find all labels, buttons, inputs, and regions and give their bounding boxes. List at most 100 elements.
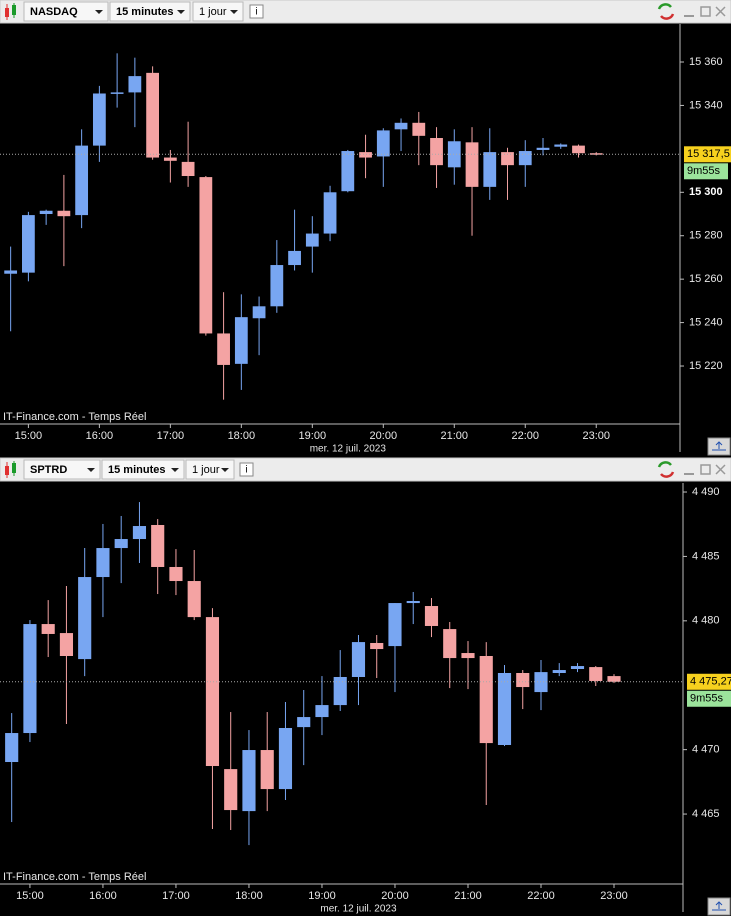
candle-body	[394, 122, 408, 130]
candle-body	[483, 152, 497, 187]
watermark: IT-Finance.com - Temps Réel	[3, 871, 146, 883]
candle-body	[169, 566, 183, 582]
layout-button-icon[interactable]	[712, 441, 726, 451]
refresh-icon[interactable]	[657, 461, 672, 468]
candle-body	[479, 655, 493, 744]
candle-body	[132, 526, 147, 540]
y-tick-label: 4 470	[692, 744, 720, 756]
candle-body	[341, 151, 355, 192]
interval-select: 15 minutes	[116, 6, 173, 18]
candle-body	[242, 750, 256, 812]
candle-body	[205, 617, 220, 767]
x-tick-label: 22:00	[511, 430, 539, 442]
candle-body	[376, 130, 390, 157]
candle-body	[589, 153, 603, 155]
candle-body	[305, 233, 319, 247]
candle-body	[146, 72, 159, 158]
candle-body	[359, 152, 372, 158]
refresh-icon-2[interactable]	[660, 471, 675, 478]
x-tick-label: 16:00	[86, 430, 114, 442]
symbol-select: NASDAQ	[30, 6, 78, 18]
candle-body	[187, 581, 201, 618]
candle-body	[554, 144, 568, 147]
candle-body	[57, 210, 71, 217]
candle-body	[351, 642, 366, 677]
symbol-select-arrow	[95, 10, 103, 14]
y-tick-label: 15 240	[689, 316, 723, 328]
layout-button-icon[interactable]	[712, 901, 726, 911]
x-tick-label: 18:00	[235, 890, 263, 902]
candle-body	[151, 524, 165, 567]
candle-body	[22, 215, 35, 273]
range-select-box[interactable]	[185, 459, 235, 480]
candle-body	[199, 177, 213, 334]
candle-body	[406, 600, 420, 604]
x-tick-label: 22:00	[527, 890, 555, 902]
interval-select-box[interactable]	[109, 1, 191, 22]
y-tick-label: 15 360	[689, 56, 723, 68]
last-price-label: 15 317,5	[687, 148, 730, 160]
candle-body	[23, 624, 37, 734]
candle-body	[443, 629, 457, 659]
x-tick-label: 15:00	[16, 890, 44, 902]
close-button[interactable]	[715, 464, 726, 475]
timer-box	[684, 163, 728, 180]
timer-label: 9m55s	[687, 165, 721, 177]
x-tick-label: 17:00	[157, 430, 185, 442]
candle-body	[96, 548, 110, 578]
refresh-icon-2[interactable]	[660, 13, 675, 20]
range-select-box[interactable]	[192, 1, 244, 22]
timer-box	[687, 690, 731, 707]
symbol-select-arrow	[87, 468, 95, 472]
candle-body	[128, 76, 142, 93]
candle-body	[501, 152, 514, 166]
x-tick-label: 23:00	[582, 430, 610, 442]
close-button[interactable]	[715, 6, 726, 17]
candle-body	[4, 270, 18, 274]
y-tick-label: 4 480	[692, 615, 720, 627]
x-tick-label: 21:00	[454, 890, 482, 902]
x-tick-label: 19:00	[299, 430, 327, 442]
x-tick-label: 20:00	[381, 890, 409, 902]
candle-body	[288, 250, 301, 266]
watermark: IT-Finance.com - Temps Réel	[3, 411, 146, 423]
x-tick-label: 16:00	[89, 890, 117, 902]
interval-select: 15 minutes	[108, 464, 165, 476]
candle-body	[430, 138, 443, 166]
maximize-button[interactable]	[700, 464, 711, 475]
candle-body	[497, 673, 512, 746]
candle-body	[92, 93, 106, 146]
date-label: mer. 12 juil. 2023	[310, 444, 387, 455]
symbol-select-box[interactable]	[23, 459, 101, 480]
y-tick-label: 15 340	[689, 99, 723, 111]
candle-body	[252, 306, 266, 319]
x-tick-label: 20:00	[370, 430, 398, 442]
info-label: i	[255, 7, 257, 18]
symbol-select: SPTRD	[30, 464, 67, 476]
candle-body	[110, 92, 124, 94]
info-label: i	[245, 465, 247, 476]
candle-body	[234, 317, 248, 364]
candle-body	[447, 141, 461, 168]
refresh-icon[interactable]	[657, 3, 672, 10]
range-select-arrow	[221, 468, 229, 472]
candle-body	[75, 145, 89, 216]
x-tick-label: 15:00	[15, 430, 43, 442]
date-label: mer. 12 juil. 2023	[320, 904, 397, 915]
maximize-button[interactable]	[700, 6, 711, 17]
info-button[interactable]	[249, 4, 264, 19]
candle-body	[5, 733, 19, 763]
candle-body	[424, 606, 439, 626]
candle-body	[297, 717, 311, 728]
info-button[interactable]	[239, 462, 254, 477]
symbol-select-box[interactable]	[23, 1, 109, 22]
candle-body	[412, 122, 426, 136]
candle-body	[607, 676, 621, 682]
candle-body	[270, 265, 284, 307]
interval-select-box[interactable]	[101, 459, 185, 480]
candle-body	[388, 603, 402, 647]
x-tick-label: 18:00	[228, 430, 256, 442]
candle-body	[333, 676, 347, 706]
candle-body	[461, 653, 475, 659]
candle-body	[260, 750, 274, 790]
